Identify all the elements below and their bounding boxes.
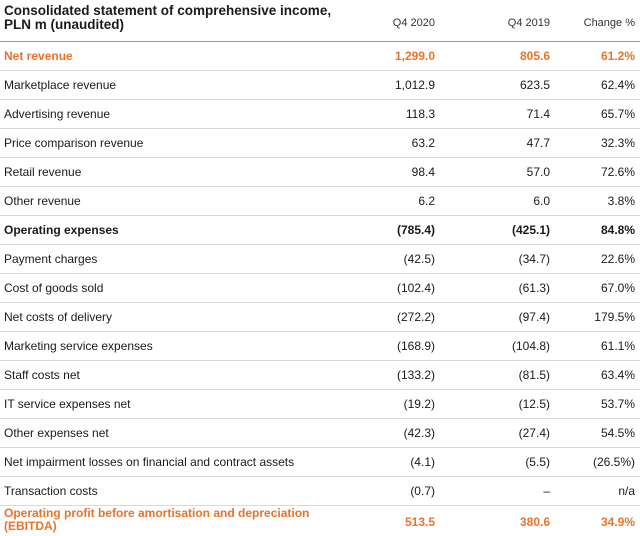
value-q4-2020: 118.3 [405, 107, 435, 121]
value-change: 84.8% [600, 223, 635, 237]
row-net-revenue: Net revenue 1,299.0 805.6 61.2% [0, 42, 640, 71]
value-q4-2020: (42.3) [403, 426, 435, 440]
row-label: Staff costs net [4, 368, 80, 382]
value-q4-2019: 6.0 [533, 194, 550, 208]
row-label: Operating expenses [4, 223, 119, 237]
row-ebitda: Operating profit before amortisation and… [0, 506, 640, 536]
row-net-impairment-losses: Net impairment losses on financial and c… [0, 448, 640, 477]
row-label: Net impairment losses on financial and c… [4, 455, 295, 469]
value-change: 63.4% [600, 368, 635, 382]
value-q4-2019: 57.0 [526, 165, 550, 179]
row-transaction-costs: Transaction costs (0.7) – n/a [0, 477, 640, 506]
row-payment-charges: Payment charges (42.5) (34.7) 22.6% [0, 245, 640, 274]
col-header-change: Change % [583, 17, 635, 29]
title-line-2: PLN m (unaudited) [4, 17, 124, 32]
value-change: 22.6% [600, 252, 635, 266]
row-label: Operating profit before amortisation and… [4, 507, 309, 533]
row-label: Net revenue [4, 49, 73, 63]
value-q4-2020: (102.4) [396, 281, 435, 295]
value-q4-2019: (5.5) [525, 455, 550, 469]
value-q4-2019: (12.5) [518, 397, 550, 411]
row-label: Marketing service expenses [4, 339, 153, 353]
row-price-comparison-revenue: Price comparison revenue 63.2 47.7 32.3% [0, 129, 640, 158]
value-q4-2020: 6.2 [418, 194, 435, 208]
value-q4-2020: (4.1) [410, 455, 435, 469]
row-label: Retail revenue [4, 165, 82, 179]
value-change: 67.0% [600, 281, 635, 295]
value-q4-2019: (61.3) [518, 281, 550, 295]
value-change: 53.7% [600, 397, 635, 411]
row-label: IT service expenses net [4, 397, 131, 411]
value-change: 179.5% [594, 310, 635, 324]
value-change: 3.8% [607, 194, 635, 208]
value-q4-2020: 1,299.0 [394, 49, 435, 63]
value-q4-2020: (0.7) [410, 484, 435, 498]
row-label: Advertising revenue [4, 107, 111, 121]
value-q4-2019: 623.5 [519, 78, 550, 92]
value-change: 65.7% [600, 107, 635, 121]
title-line-1: Consolidated statement of comprehensive … [4, 3, 332, 18]
value-change: 34.9% [600, 515, 635, 529]
value-q4-2020: (42.5) [403, 252, 435, 266]
value-change: 62.4% [600, 78, 635, 92]
value-change: n/a [618, 484, 635, 498]
row-marketplace-revenue: Marketplace revenue 1,012.9 623.5 62.4% [0, 71, 640, 100]
row-marketing-service-expenses: Marketing service expenses (168.9) (104.… [0, 332, 640, 361]
value-q4-2020: 98.4 [411, 165, 435, 179]
value-change: 61.1% [600, 339, 635, 353]
value-change: (26.5%) [592, 455, 635, 469]
row-label: Net costs of delivery [4, 310, 113, 324]
value-q4-2019: 47.7 [526, 136, 550, 150]
value-q4-2019: (34.7) [518, 252, 550, 266]
value-change: 54.5% [600, 426, 635, 440]
ebitda-label-line-2: (EBITDA) [4, 519, 57, 533]
row-label: Price comparison revenue [4, 136, 144, 150]
value-q4-2020: 63.2 [411, 136, 435, 150]
value-q4-2020: (19.2) [403, 397, 435, 411]
value-q4-2019: (81.5) [518, 368, 550, 382]
value-change: 32.3% [600, 136, 635, 150]
row-label: Transaction costs [4, 484, 98, 498]
col-header-q4-2019: Q4 2019 [507, 17, 550, 29]
row-label: Payment charges [4, 252, 98, 266]
value-q4-2019: (27.4) [518, 426, 550, 440]
ebitda-label-line-1: Operating profit before amortisation and… [4, 506, 310, 520]
col-header-q4-2020: Q4 2020 [392, 17, 435, 29]
value-q4-2020: (168.9) [396, 339, 435, 353]
value-q4-2020: (133.2) [396, 368, 435, 382]
value-q4-2020: (272.2) [396, 310, 435, 324]
value-change: 72.6% [600, 165, 635, 179]
row-label: Marketplace revenue [4, 78, 117, 92]
value-q4-2019: 71.4 [526, 107, 550, 121]
value-q4-2019: (425.1) [511, 223, 550, 237]
row-other-expenses-net: Other expenses net (42.3) (27.4) 54.5% [0, 419, 640, 448]
value-q4-2019: (104.8) [511, 339, 550, 353]
value-change: 61.2% [600, 49, 635, 63]
value-q4-2019: 380.6 [519, 515, 550, 529]
row-operating-expenses: Operating expenses (785.4) (425.1) 84.8% [0, 216, 640, 245]
value-q4-2020: (785.4) [396, 223, 435, 237]
row-it-service-expenses-net: IT service expenses net (19.2) (12.5) 53… [0, 390, 640, 419]
row-other-revenue: Other revenue 6.2 6.0 3.8% [0, 187, 640, 216]
table-header: Consolidated statement of comprehensive … [0, 0, 640, 42]
row-label: Other revenue [4, 194, 81, 208]
row-label: Cost of goods sold [4, 281, 104, 295]
value-q4-2020: 513.5 [404, 515, 435, 529]
row-label: Other expenses net [4, 426, 109, 440]
row-retail-revenue: Retail revenue 98.4 57.0 72.6% [0, 158, 640, 187]
value-q4-2019: – [543, 484, 550, 498]
table-title: Consolidated statement of comprehensive … [4, 4, 331, 32]
value-q4-2019: (97.4) [518, 310, 550, 324]
value-q4-2020: 1,012.9 [394, 78, 435, 92]
row-net-costs-of-delivery: Net costs of delivery (272.2) (97.4) 179… [0, 303, 640, 332]
row-staff-costs-net: Staff costs net (133.2) (81.5) 63.4% [0, 361, 640, 390]
value-q4-2019: 805.6 [519, 49, 550, 63]
row-advertising-revenue: Advertising revenue 118.3 71.4 65.7% [0, 100, 640, 129]
row-cost-of-goods-sold: Cost of goods sold (102.4) (61.3) 67.0% [0, 274, 640, 303]
